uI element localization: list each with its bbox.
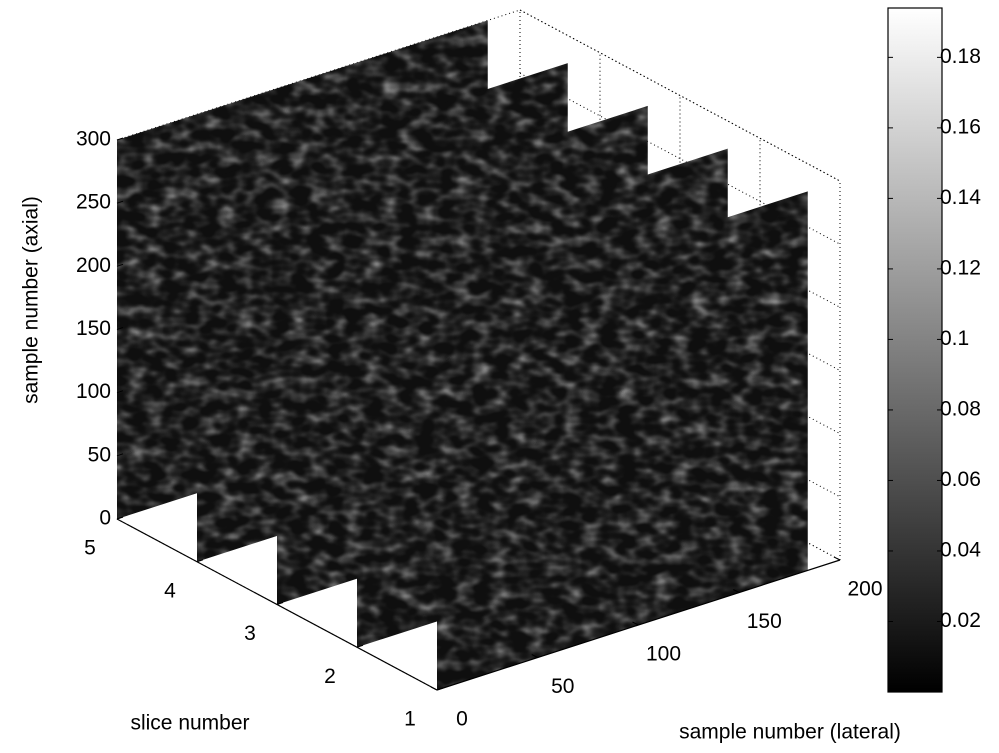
x-tick-label: 50	[551, 675, 574, 698]
slice	[437, 191, 808, 690]
grid-line	[519, 9, 841, 182]
grid-line	[519, 72, 841, 245]
tick-mark	[632, 621, 639, 626]
x-axis-title: sample number (lateral)	[679, 721, 901, 744]
z-tick-label: 200	[76, 254, 111, 277]
colorbar-tick-label: 0.16	[940, 115, 981, 138]
y-axis-title: slice number	[130, 712, 249, 735]
tick-mark	[436, 687, 444, 691]
colorbar-tick-label: 0.14	[940, 186, 981, 209]
z-tick-label: 300	[76, 128, 111, 151]
tick-mark	[116, 137, 124, 141]
y-tick-label: 2	[324, 665, 336, 688]
tick-mark	[196, 559, 204, 563]
tick-mark	[430, 686, 438, 691]
z-tick-label: 150	[76, 317, 111, 340]
colorbar-tick-label: 0.1	[940, 327, 969, 350]
tick-mark	[116, 200, 124, 204]
colorbar-tick-label: 0.08	[940, 397, 981, 420]
x-tick-label: 200	[847, 578, 882, 601]
tick-mark	[356, 644, 364, 648]
x-tick-label: 0	[456, 708, 468, 731]
tick-mark	[833, 556, 841, 561]
y-tick-label: 3	[244, 622, 256, 645]
z-tick-label: 0	[99, 507, 111, 530]
tick-mark	[276, 602, 284, 605]
tick-mark	[116, 390, 124, 394]
colorbar-tick-label: 0.18	[940, 45, 981, 68]
colorbar-tick-label: 0.04	[940, 539, 981, 562]
colorbar-tick-label: 0.02	[940, 609, 981, 632]
colorbar-tick-label: 0.06	[940, 468, 981, 491]
z-axis-title: sample number (axial)	[20, 196, 43, 404]
tick-mark	[531, 654, 538, 658]
x-tick-label: 150	[747, 610, 782, 633]
colorbar-tick-label: 0.12	[940, 256, 981, 279]
z-tick-label: 250	[76, 191, 111, 214]
y-tick-label: 4	[164, 579, 176, 602]
z-tick-label: 100	[76, 380, 111, 403]
y-tick-label: 1	[404, 708, 416, 731]
x-tick-label: 100	[646, 643, 681, 666]
tick-mark	[733, 589, 740, 593]
colorbar	[887, 7, 943, 693]
tick-mark	[116, 516, 124, 520]
tick-mark	[116, 263, 124, 267]
y-tick-label: 5	[84, 537, 96, 560]
z-tick-label: 50	[88, 443, 111, 466]
tick-mark	[116, 453, 124, 457]
tick-mark	[116, 327, 124, 330]
